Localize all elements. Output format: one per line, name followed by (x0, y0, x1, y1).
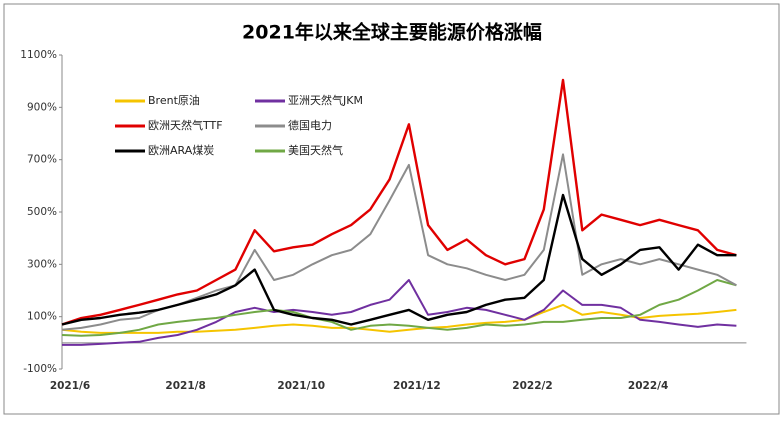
series-line (61, 279, 737, 337)
x-tick-label: 2021/6 (50, 380, 90, 392)
legend-label: 美国天然气 (288, 143, 343, 157)
y-tick-label: 100% (27, 311, 57, 323)
x-tick-label: 2021/12 (393, 380, 441, 392)
x-tick-label: 2022/4 (628, 380, 668, 392)
chart-title: 2021年以来全球主要能源价格涨幅 (242, 21, 542, 44)
y-tick-label: 1100% (20, 49, 57, 61)
x-tick-label: 2021/8 (165, 380, 205, 392)
x-tick-label: 2022/2 (512, 380, 552, 392)
legend-label: 欧洲ARA煤炭 (148, 144, 214, 157)
y-tick-label: 300% (27, 258, 57, 270)
chart-border (3, 3, 780, 415)
series-line (61, 78, 737, 326)
legend-label: 欧洲天然气TTF (148, 118, 223, 132)
series-line (61, 303, 737, 334)
y-tick-label: 900% (27, 101, 57, 113)
legend-label: 德国电力 (288, 118, 332, 132)
y-tick-label: 500% (27, 206, 57, 218)
y-tick-label: 700% (27, 154, 57, 166)
x-tick-label: 2021/10 (277, 380, 325, 392)
legend-label: Brent原油 (148, 93, 200, 107)
y-tick-label: -100% (23, 363, 57, 375)
legend-label: 亚洲天然气JKM (288, 93, 363, 107)
series-line (61, 193, 737, 326)
series-line (62, 279, 737, 346)
